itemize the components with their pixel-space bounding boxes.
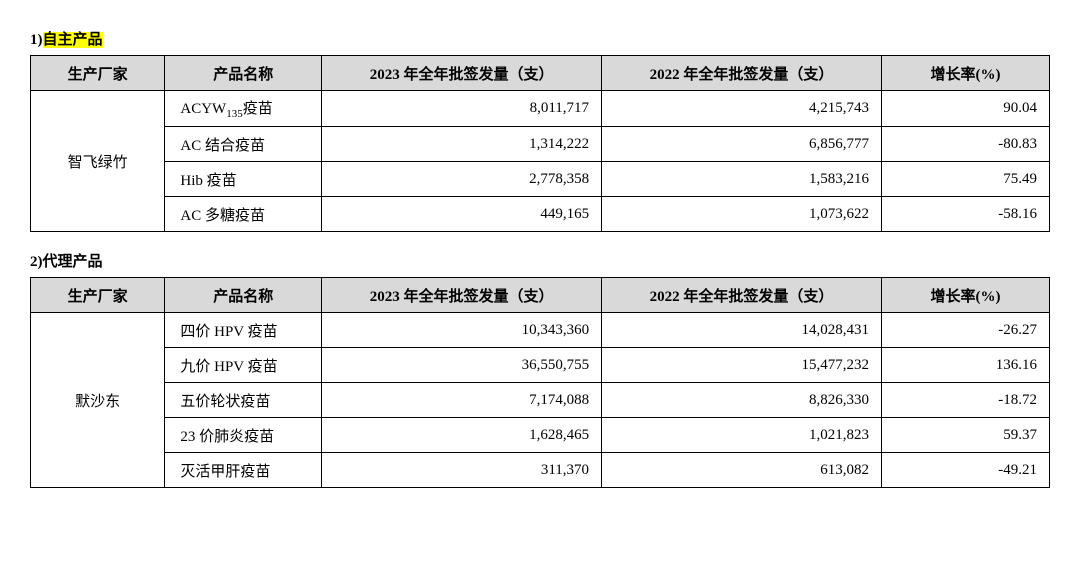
cell-product: Hib 疫苗 <box>165 162 322 197</box>
cell-rate: -18.72 <box>882 383 1050 418</box>
table-row: 智飞绿竹 ACYW135疫苗 8,011,717 4,215,743 90.04 <box>31 91 1050 127</box>
table-header-row: 生产厂家 产品名称 2023 年全年批签发量（支） 2022 年全年批签发量（支… <box>31 278 1050 313</box>
cell-2023: 36,550,755 <box>322 348 602 383</box>
th-product: 产品名称 <box>165 278 322 313</box>
cell-2023: 7,174,088 <box>322 383 602 418</box>
cell-2022: 1,073,622 <box>602 197 882 232</box>
cell-manufacturer: 智飞绿竹 <box>31 91 165 232</box>
th-2022: 2022 年全年批签发量（支） <box>602 56 882 91</box>
cell-2022: 613,082 <box>602 453 882 488</box>
cell-2023: 311,370 <box>322 453 602 488</box>
cell-2022: 8,826,330 <box>602 383 882 418</box>
cell-product: 23 价肺炎疫苗 <box>165 418 322 453</box>
section1-prefix: 1) <box>30 32 43 48</box>
table-row: 五价轮状疫苗 7,174,088 8,826,330 -18.72 <box>31 383 1050 418</box>
th-mfr: 生产厂家 <box>31 278 165 313</box>
section1-heading: 自主产品 <box>43 32 103 48</box>
cell-2023: 10,343,360 <box>322 313 602 348</box>
cell-2023: 1,314,222 <box>322 127 602 162</box>
th-2023: 2023 年全年批签发量（支） <box>322 278 602 313</box>
table-header-row: 生产厂家 产品名称 2023 年全年批签发量（支） 2022 年全年批签发量（支… <box>31 56 1050 91</box>
section2-heading: 代理产品 <box>43 254 103 270</box>
th-2023: 2023 年全年批签发量（支） <box>322 56 602 91</box>
cell-manufacturer: 默沙东 <box>31 313 165 488</box>
table-row: 默沙东 四价 HPV 疫苗 10,343,360 14,028,431 -26.… <box>31 313 1050 348</box>
cell-2022: 14,028,431 <box>602 313 882 348</box>
th-rate: 增长率(%) <box>882 56 1050 91</box>
table-agent-products: 生产厂家 产品名称 2023 年全年批签发量（支） 2022 年全年批签发量（支… <box>30 277 1050 488</box>
cell-2022: 1,021,823 <box>602 418 882 453</box>
table-row: 23 价肺炎疫苗 1,628,465 1,021,823 59.37 <box>31 418 1050 453</box>
cell-product: 五价轮状疫苗 <box>165 383 322 418</box>
table-row: Hib 疫苗 2,778,358 1,583,216 75.49 <box>31 162 1050 197</box>
table-row: AC 多糖疫苗 449,165 1,073,622 -58.16 <box>31 197 1050 232</box>
table-row: 灭活甲肝疫苗 311,370 613,082 -49.21 <box>31 453 1050 488</box>
cell-rate: 59.37 <box>882 418 1050 453</box>
cell-product: AC 多糖疫苗 <box>165 197 322 232</box>
cell-2023: 8,011,717 <box>322 91 602 127</box>
cell-2022: 4,215,743 <box>602 91 882 127</box>
cell-2023: 2,778,358 <box>322 162 602 197</box>
cell-rate: -26.27 <box>882 313 1050 348</box>
cell-rate: -49.21 <box>882 453 1050 488</box>
table-row: AC 结合疫苗 1,314,222 6,856,777 -80.83 <box>31 127 1050 162</box>
table-self-products: 生产厂家 产品名称 2023 年全年批签发量（支） 2022 年全年批签发量（支… <box>30 55 1050 232</box>
cell-product: 九价 HPV 疫苗 <box>165 348 322 383</box>
th-product: 产品名称 <box>165 56 322 91</box>
section2-title: 2)代理产品 <box>30 250 1050 271</box>
cell-2022: 1,583,216 <box>602 162 882 197</box>
th-rate: 增长率(%) <box>882 278 1050 313</box>
section1-title: 1)自主产品 <box>30 28 1050 49</box>
cell-product: 四价 HPV 疫苗 <box>165 313 322 348</box>
cell-product: 灭活甲肝疫苗 <box>165 453 322 488</box>
cell-product: AC 结合疫苗 <box>165 127 322 162</box>
cell-2022: 6,856,777 <box>602 127 882 162</box>
cell-rate: 136.16 <box>882 348 1050 383</box>
cell-rate: 90.04 <box>882 91 1050 127</box>
cell-2023: 449,165 <box>322 197 602 232</box>
cell-product: ACYW135疫苗 <box>165 91 322 127</box>
cell-rate: -58.16 <box>882 197 1050 232</box>
cell-rate: 75.49 <box>882 162 1050 197</box>
cell-2022: 15,477,232 <box>602 348 882 383</box>
table-row: 九价 HPV 疫苗 36,550,755 15,477,232 136.16 <box>31 348 1050 383</box>
th-mfr: 生产厂家 <box>31 56 165 91</box>
cell-2023: 1,628,465 <box>322 418 602 453</box>
th-2022: 2022 年全年批签发量（支） <box>602 278 882 313</box>
section2-prefix: 2) <box>30 254 43 270</box>
cell-rate: -80.83 <box>882 127 1050 162</box>
